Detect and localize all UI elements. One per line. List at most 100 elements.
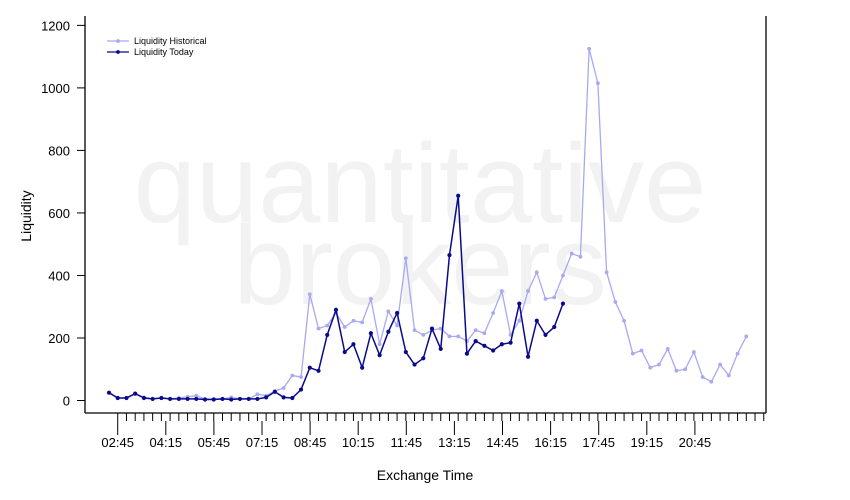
data-point (674, 368, 679, 373)
y-tick-label: 1200 (41, 18, 70, 33)
data-point (290, 395, 295, 401)
data-point (630, 351, 635, 356)
data-point (246, 396, 251, 402)
y-axis-title: Liquidity (18, 190, 34, 241)
x-tick-label: 19:15 (631, 435, 664, 450)
axes: 0 200 400 600 800 1000 1200 02:45 04:15 05:45 07:1… (41, 16, 767, 450)
data-point (578, 254, 583, 259)
y-tick-label: 800 (48, 143, 70, 158)
data-point (482, 343, 487, 348)
series-layer (106, 46, 749, 402)
data-point (106, 390, 112, 395)
legend-label: Liquidity Historical (134, 36, 207, 46)
data-point (360, 365, 365, 370)
data-point (307, 365, 312, 370)
data-point (569, 251, 574, 256)
data-point (692, 350, 696, 354)
data-point (421, 332, 426, 337)
data-point (368, 331, 373, 336)
data-point (281, 395, 286, 400)
legend-marker (116, 50, 120, 54)
data-point (543, 297, 548, 301)
data-point (604, 270, 609, 275)
data-point (543, 332, 548, 337)
data-point (351, 342, 356, 347)
data-point (360, 320, 365, 325)
data-point (473, 339, 478, 344)
data-point (534, 318, 539, 323)
data-point (499, 289, 504, 293)
y-tick-label: 200 (48, 331, 70, 346)
data-point (456, 193, 461, 198)
data-point (290, 373, 295, 378)
data-point (526, 289, 530, 293)
data-point (299, 375, 303, 379)
data-point (325, 332, 330, 337)
data-point (316, 326, 321, 331)
y-tick-label: 400 (48, 268, 70, 283)
watermark-line1: quantitative (134, 121, 707, 246)
data-point (237, 396, 243, 402)
data-point (133, 391, 138, 396)
data-point (159, 395, 164, 401)
data-point (412, 362, 417, 367)
data-point (185, 396, 190, 402)
data-point (447, 334, 452, 339)
data-point (709, 379, 714, 384)
x-tick-label: 14:45 (486, 435, 519, 450)
data-point (438, 326, 443, 331)
data-point (229, 397, 234, 402)
y-tick-label: 1000 (41, 81, 70, 96)
data-point (726, 373, 731, 378)
x-tick-label: 16:15 (534, 435, 567, 450)
y-tick-label: 0 (63, 393, 70, 408)
data-point (595, 81, 600, 86)
data-point (447, 253, 452, 258)
data-point (412, 328, 417, 333)
data-point (202, 397, 208, 402)
data-point (342, 325, 347, 329)
data-point (482, 331, 487, 336)
data-point (298, 387, 304, 392)
data-point (456, 334, 461, 339)
data-point (168, 396, 173, 402)
x-tick-label: 13:15 (438, 435, 471, 450)
data-point (534, 270, 539, 275)
data-point (377, 353, 382, 358)
x-axis-title: Exchange Time (377, 467, 474, 483)
data-point (369, 297, 373, 301)
data-point (194, 396, 199, 402)
watermark-line2: brokers (233, 203, 606, 328)
data-point (421, 356, 426, 361)
data-point (525, 354, 531, 359)
data-point (211, 397, 216, 402)
data-point (150, 396, 155, 402)
data-point (386, 329, 391, 334)
data-point (124, 395, 129, 401)
data-point (377, 342, 382, 347)
data-point (272, 389, 277, 394)
data-point (194, 393, 199, 398)
data-point (403, 349, 408, 355)
x-tick-label: 20:45 (679, 435, 712, 450)
data-point (552, 295, 557, 300)
data-point (394, 310, 400, 316)
data-point (403, 256, 408, 261)
data-point (464, 351, 470, 356)
data-point (473, 328, 478, 333)
data-point (115, 395, 120, 401)
data-point (176, 396, 181, 402)
data-point (255, 392, 260, 397)
data-point (325, 323, 330, 328)
data-point (639, 348, 644, 353)
data-point (333, 307, 339, 312)
data-point (517, 318, 522, 323)
legend-label: Liquidity Today (134, 47, 194, 57)
data-point (657, 362, 661, 367)
data-point (255, 396, 260, 402)
data-point (491, 348, 496, 353)
data-point (307, 292, 312, 297)
data-point (718, 362, 722, 367)
